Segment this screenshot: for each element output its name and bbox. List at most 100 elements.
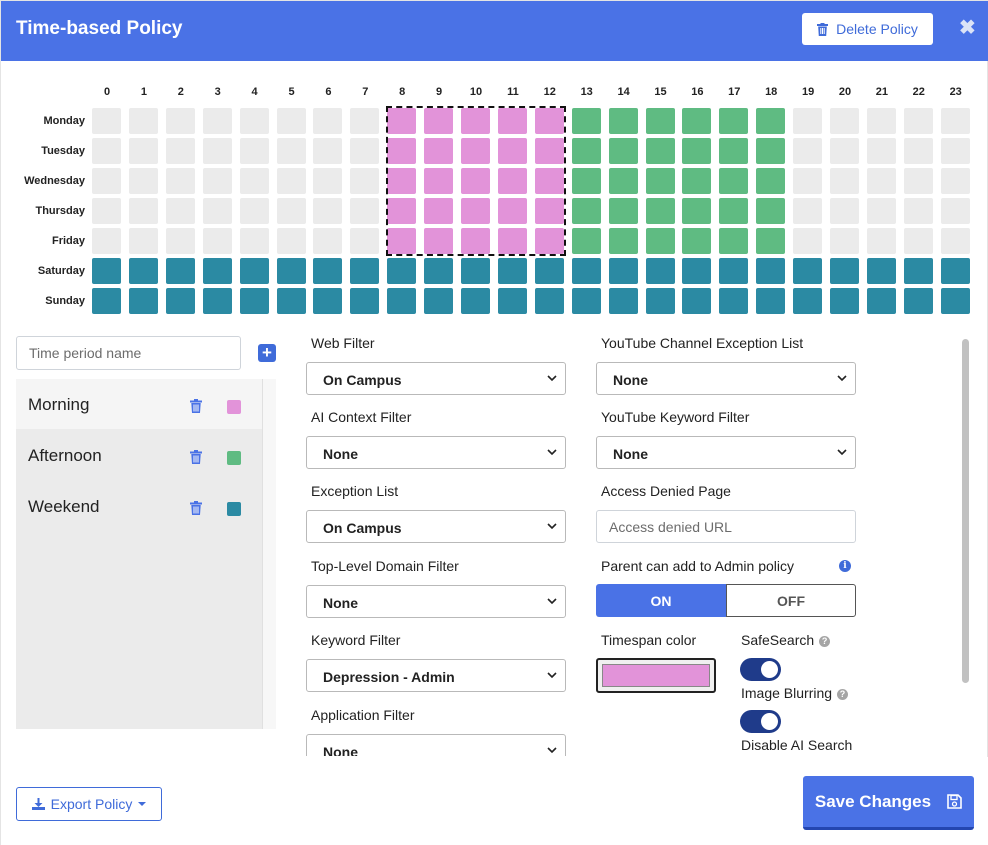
help-icon[interactable]: ? — [819, 636, 831, 647]
schedule-cell-empty[interactable] — [903, 198, 933, 224]
schedule-cell-weekend[interactable] — [128, 258, 158, 284]
schedule-cell-weekend[interactable] — [719, 258, 749, 284]
schedule-cell-weekend[interactable] — [92, 258, 121, 284]
schedule-cell-empty[interactable] — [92, 138, 121, 164]
schedule-cell-weekend[interactable] — [866, 258, 896, 284]
trash-icon[interactable] — [190, 501, 202, 515]
schedule-cell-empty[interactable] — [202, 198, 232, 224]
schedule-cell-morning[interactable] — [461, 108, 490, 134]
schedule-cell-weekend[interactable] — [682, 288, 712, 314]
access-denied-url-input[interactable] — [596, 510, 856, 543]
schedule-cell-morning[interactable] — [424, 228, 454, 254]
schedule-cell-empty[interactable] — [276, 228, 306, 254]
schedule-cell-weekend[interactable] — [497, 258, 527, 284]
schedule-cell-weekend[interactable] — [92, 288, 121, 314]
schedule-cell-empty[interactable] — [92, 168, 121, 194]
schedule-cell-empty[interactable] — [202, 138, 232, 164]
schedule-cell-weekend[interactable] — [830, 258, 859, 284]
schedule-cell-afternoon[interactable] — [682, 168, 712, 194]
help-icon[interactable]: ? — [837, 689, 849, 700]
schedule-cell-empty[interactable] — [276, 138, 306, 164]
schedule-cell-empty[interactable] — [313, 108, 343, 134]
schedule-cell-afternoon[interactable] — [571, 168, 601, 194]
schedule-cell-empty[interactable] — [92, 108, 121, 134]
schedule-cell-empty[interactable] — [940, 198, 970, 224]
schedule-cell-afternoon[interactable] — [756, 198, 786, 224]
schedule-cell-weekend[interactable] — [461, 258, 490, 284]
schedule-cell-afternoon[interactable] — [571, 228, 601, 254]
schedule-cell-empty[interactable] — [239, 228, 269, 254]
schedule-cell-weekend[interactable] — [830, 288, 859, 314]
schedule-cell-weekend[interactable] — [461, 288, 490, 314]
schedule-cell-morning[interactable] — [461, 138, 490, 164]
schedule-cell-empty[interactable] — [350, 108, 380, 134]
trash-icon[interactable] — [190, 450, 202, 464]
schedule-cell-empty[interactable] — [350, 138, 380, 164]
schedule-cell-empty[interactable] — [128, 108, 158, 134]
schedule-cell-empty[interactable] — [128, 168, 158, 194]
schedule-cell-morning[interactable] — [534, 168, 564, 194]
period-item-afternoon[interactable]: Afternoon — [16, 430, 262, 480]
schedule-cell-empty[interactable] — [202, 108, 232, 134]
period-item-morning[interactable]: Morning — [16, 379, 262, 429]
schedule-cell-empty[interactable] — [793, 168, 823, 194]
schedule-cell-morning[interactable] — [497, 168, 527, 194]
schedule-cell-weekend[interactable] — [645, 288, 675, 314]
schedule-cell-weekend[interactable] — [313, 258, 343, 284]
schedule-cell-morning[interactable] — [497, 138, 527, 164]
schedule-cell-empty[interactable] — [940, 168, 970, 194]
schedule-cell-empty[interactable] — [830, 198, 859, 224]
add-period-icon[interactable]: + — [258, 344, 276, 362]
schedule-cell-empty[interactable] — [830, 168, 859, 194]
schedule-cell-morning[interactable] — [424, 198, 454, 224]
safesearch-switch[interactable] — [740, 658, 781, 681]
schedule-cell-afternoon[interactable] — [756, 228, 786, 254]
schedule-cell-morning[interactable] — [497, 198, 527, 224]
schedule-cell-empty[interactable] — [940, 138, 970, 164]
schedule-cell-empty[interactable] — [239, 108, 269, 134]
schedule-cell-empty[interactable] — [128, 198, 158, 224]
schedule-cell-weekend[interactable] — [350, 258, 380, 284]
schedule-cell-weekend[interactable] — [756, 258, 786, 284]
schedule-cell-weekend[interactable] — [165, 258, 195, 284]
image-blurring-switch[interactable] — [740, 710, 781, 733]
schedule-cell-empty[interactable] — [276, 198, 306, 224]
schedule-cell-weekend[interactable] — [940, 288, 970, 314]
schedule-cell-empty[interactable] — [313, 138, 343, 164]
schedule-cell-weekend[interactable] — [128, 288, 158, 314]
schedule-cell-afternoon[interactable] — [756, 108, 786, 134]
timespan-color-picker[interactable] — [596, 658, 716, 693]
schedule-cell-empty[interactable] — [313, 168, 343, 194]
schedule-cell-weekend[interactable] — [387, 258, 417, 284]
schedule-cell-weekend[interactable] — [276, 288, 306, 314]
schedule-cell-empty[interactable] — [92, 228, 121, 254]
schedule-cell-empty[interactable] — [866, 198, 896, 224]
schedule-cell-weekend[interactable] — [793, 288, 823, 314]
schedule-cell-empty[interactable] — [903, 228, 933, 254]
schedule-cell-morning[interactable] — [387, 138, 417, 164]
schedule-cell-morning[interactable] — [424, 138, 454, 164]
settings-scrollbar[interactable] — [958, 336, 972, 756]
schedule-cell-weekend[interactable] — [350, 288, 380, 314]
schedule-cell-empty[interactable] — [830, 138, 859, 164]
period-item-weekend[interactable]: Weekend — [16, 481, 262, 531]
parent-can-add-off-button[interactable]: OFF — [726, 584, 856, 617]
schedule-cell-afternoon[interactable] — [571, 108, 601, 134]
parent-can-add-on-button[interactable]: ON — [596, 584, 726, 617]
schedule-cell-afternoon[interactable] — [682, 228, 712, 254]
period-list-scrollbar[interactable] — [262, 379, 276, 729]
schedule-cell-empty[interactable] — [793, 198, 823, 224]
schedule-cell-morning[interactable] — [387, 228, 417, 254]
schedule-cell-empty[interactable] — [165, 198, 195, 224]
schedule-cell-afternoon[interactable] — [682, 198, 712, 224]
schedule-cell-empty[interactable] — [830, 228, 859, 254]
schedule-cell-weekend[interactable] — [424, 288, 454, 314]
tld-filter-select[interactable]: None — [306, 585, 566, 618]
schedule-cell-afternoon[interactable] — [645, 168, 675, 194]
schedule-cell-empty[interactable] — [239, 168, 269, 194]
keyword-filter-select[interactable]: Depression - Admin — [306, 659, 566, 692]
schedule-cell-afternoon[interactable] — [719, 108, 749, 134]
schedule-cell-empty[interactable] — [350, 168, 380, 194]
trash-icon[interactable] — [190, 399, 202, 413]
schedule-cell-empty[interactable] — [313, 228, 343, 254]
